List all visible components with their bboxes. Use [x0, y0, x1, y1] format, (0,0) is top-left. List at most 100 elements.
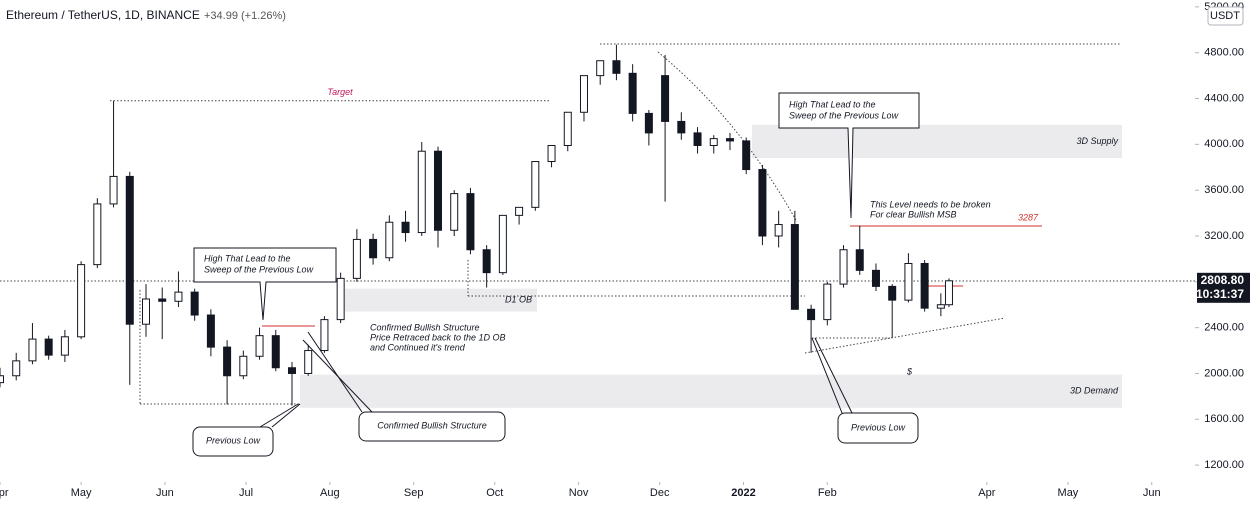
candle-body [385, 221, 394, 259]
curve-line [657, 51, 798, 223]
candle-body [677, 120, 686, 134]
level-label: Target [327, 87, 353, 97]
y-tick-label: 1200.00 [1204, 459, 1244, 471]
y-tick-label: 1600.00 [1204, 413, 1244, 425]
candle-body [644, 112, 653, 134]
candle-body [944, 280, 953, 306]
zone [345, 288, 537, 312]
y-tick-label: 2000.00 [1204, 367, 1244, 379]
note: High That Lead to the [204, 253, 291, 263]
connector [302, 339, 373, 413]
price-tag [1197, 272, 1250, 303]
candle-body [628, 72, 637, 114]
currency-badge[interactable] [1207, 6, 1244, 26]
x-tick-label: Apr [978, 487, 995, 499]
candle-body [125, 175, 134, 325]
zones: 3D Supply 3D Demand D1 OB Target 3287 [110, 87, 1122, 408]
candle-body [936, 304, 945, 309]
candle-body [725, 138, 734, 142]
candle-body [531, 161, 540, 208]
zone-label: 3D Demand [1070, 386, 1119, 396]
candle-body [482, 249, 491, 274]
candle-body [515, 206, 524, 216]
zone-label: 3D Supply [1076, 136, 1118, 146]
trend-line [804, 317, 1006, 354]
zone [300, 374, 1122, 408]
candle-body [109, 175, 118, 205]
symbol: Ethereum / TetherUS, 1D, BINANCE [6, 8, 200, 22]
connector [811, 337, 843, 414]
candle-body [871, 269, 880, 287]
candle-body [287, 367, 296, 374]
candle-body [904, 262, 913, 301]
y-tick-label: 2400.00 [1204, 322, 1244, 334]
connector [814, 337, 853, 414]
y-tick-label: 4800.00 [1204, 47, 1244, 59]
candle-body [579, 75, 588, 113]
candle-body [855, 249, 864, 271]
candle-body [158, 298, 167, 302]
y-tick-label: 3200.00 [1204, 230, 1244, 242]
candle-body [320, 319, 329, 352]
candle-body [239, 355, 248, 377]
candle-body [93, 203, 102, 266]
x-tick-label: Nov [569, 487, 589, 499]
candle-body [563, 111, 572, 146]
x-tick-label: May [1058, 487, 1079, 499]
countdown: 10:31:37 [1196, 287, 1244, 301]
candle-body [141, 298, 150, 325]
candle-body [77, 264, 86, 338]
change: +34.99 (+1.26%) [204, 10, 286, 22]
connector [307, 331, 363, 413]
candle-body [12, 360, 21, 377]
candle-body [774, 224, 783, 237]
candle-body [304, 350, 313, 374]
candle-body [547, 144, 556, 163]
candle-body [758, 169, 767, 237]
annotation-boxes: High That Lead to the Sweep of the Previ… [192, 92, 991, 457]
candle-body [466, 193, 475, 251]
candle-body [0, 375, 4, 384]
candle-body [206, 314, 215, 348]
level-label: 3287 [1018, 212, 1039, 222]
candle-body [807, 308, 816, 321]
callout [193, 247, 337, 321]
candle-body [417, 150, 426, 234]
candle-body [742, 140, 751, 171]
x-tick-label: Aug [320, 487, 340, 499]
callout [358, 411, 506, 442]
candle-body [174, 291, 183, 302]
candle-body [352, 238, 361, 279]
callout [192, 426, 274, 457]
note: This Level needs to be broken [870, 199, 991, 209]
candle-body [661, 75, 670, 122]
price-tag-label: 2808.80 [1201, 273, 1245, 287]
candle-body [223, 346, 232, 377]
connector [259, 403, 299, 428]
zone-label: D1 OB [505, 295, 532, 305]
candle-body [823, 283, 832, 321]
note: Price Retraced back to the 1D OB [370, 332, 506, 342]
candle-body [450, 193, 459, 231]
connector [271, 403, 301, 428]
candle-body [596, 60, 605, 77]
candle-body [839, 249, 848, 285]
candle-body [888, 285, 897, 301]
candle-body [28, 338, 37, 362]
callout [837, 412, 919, 444]
x-tick-label: Jul [239, 487, 253, 499]
note: Sweep of the Previous Low [204, 264, 314, 274]
currency: USDT [1210, 10, 1240, 22]
candle-body [790, 224, 799, 310]
drawings [0, 43, 1195, 428]
candle-body [401, 221, 410, 234]
x-tick-label: Feb [818, 487, 837, 499]
candle-body [271, 335, 280, 369]
y-tick-label: 4000.00 [1204, 138, 1244, 150]
note: Confirmed Bullish Structure [377, 420, 487, 430]
candle-body [44, 338, 53, 356]
x-tick-label: Jun [1143, 487, 1161, 499]
y-tick-label: 4400.00 [1204, 92, 1244, 104]
y-tick-label: 3600.00 [1204, 184, 1244, 196]
